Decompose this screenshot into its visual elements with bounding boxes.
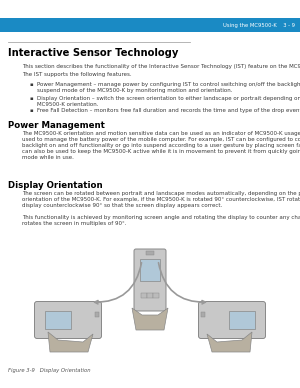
Text: Power Management: Power Management	[8, 121, 105, 130]
Bar	[146, 251, 154, 255]
Text: The IST supports the following features.: The IST supports the following features.	[22, 72, 132, 77]
FancyBboxPatch shape	[134, 249, 166, 311]
Bar	[141, 293, 147, 298]
FancyBboxPatch shape	[199, 301, 266, 338]
Polygon shape	[132, 308, 168, 330]
Polygon shape	[207, 332, 252, 352]
Bar	[95, 312, 99, 317]
Text: Display Orientation – switch the screen orientation to either landscape or portr: Display Orientation – switch the screen …	[37, 96, 300, 107]
Text: Free Fall Detection – monitors free fall duration and records the time and type : Free Fall Detection – monitors free fall…	[37, 108, 300, 113]
Text: This section describes the functionality of the Interactive Sensor Technology (I: This section describes the functionality…	[22, 64, 300, 69]
Bar	[153, 293, 159, 298]
Text: The MC9500-K orientation and motion sensitive data can be used as an indicator o: The MC9500-K orientation and motion sens…	[22, 131, 300, 160]
Text: Power Management – manage power by configuring IST to control switching on/off t: Power Management – manage power by confi…	[37, 82, 300, 93]
Text: Figure 3-9   Display Orientation: Figure 3-9 Display Orientation	[8, 368, 91, 373]
Bar	[201, 312, 205, 317]
Bar	[229, 311, 255, 329]
FancyBboxPatch shape	[34, 301, 101, 338]
Bar	[0, 18, 300, 32]
Text: Display Orientation: Display Orientation	[8, 181, 103, 190]
Text: ▪: ▪	[30, 108, 34, 113]
Bar	[140, 259, 160, 281]
Text: This functionality is achieved by monitoring screen angle and rotating the displ: This functionality is achieved by monito…	[22, 215, 300, 226]
Polygon shape	[48, 332, 93, 352]
Bar	[45, 311, 71, 329]
Text: Using the MC9500-K    3 - 9: Using the MC9500-K 3 - 9	[223, 23, 295, 28]
Text: Interactive Sensor Technology: Interactive Sensor Technology	[8, 48, 178, 58]
Bar	[147, 293, 153, 298]
Text: The screen can be rotated between portrait and landscape modes automatically, de: The screen can be rotated between portra…	[22, 191, 300, 208]
Text: ▪: ▪	[30, 82, 34, 87]
Text: ▪: ▪	[30, 96, 34, 101]
